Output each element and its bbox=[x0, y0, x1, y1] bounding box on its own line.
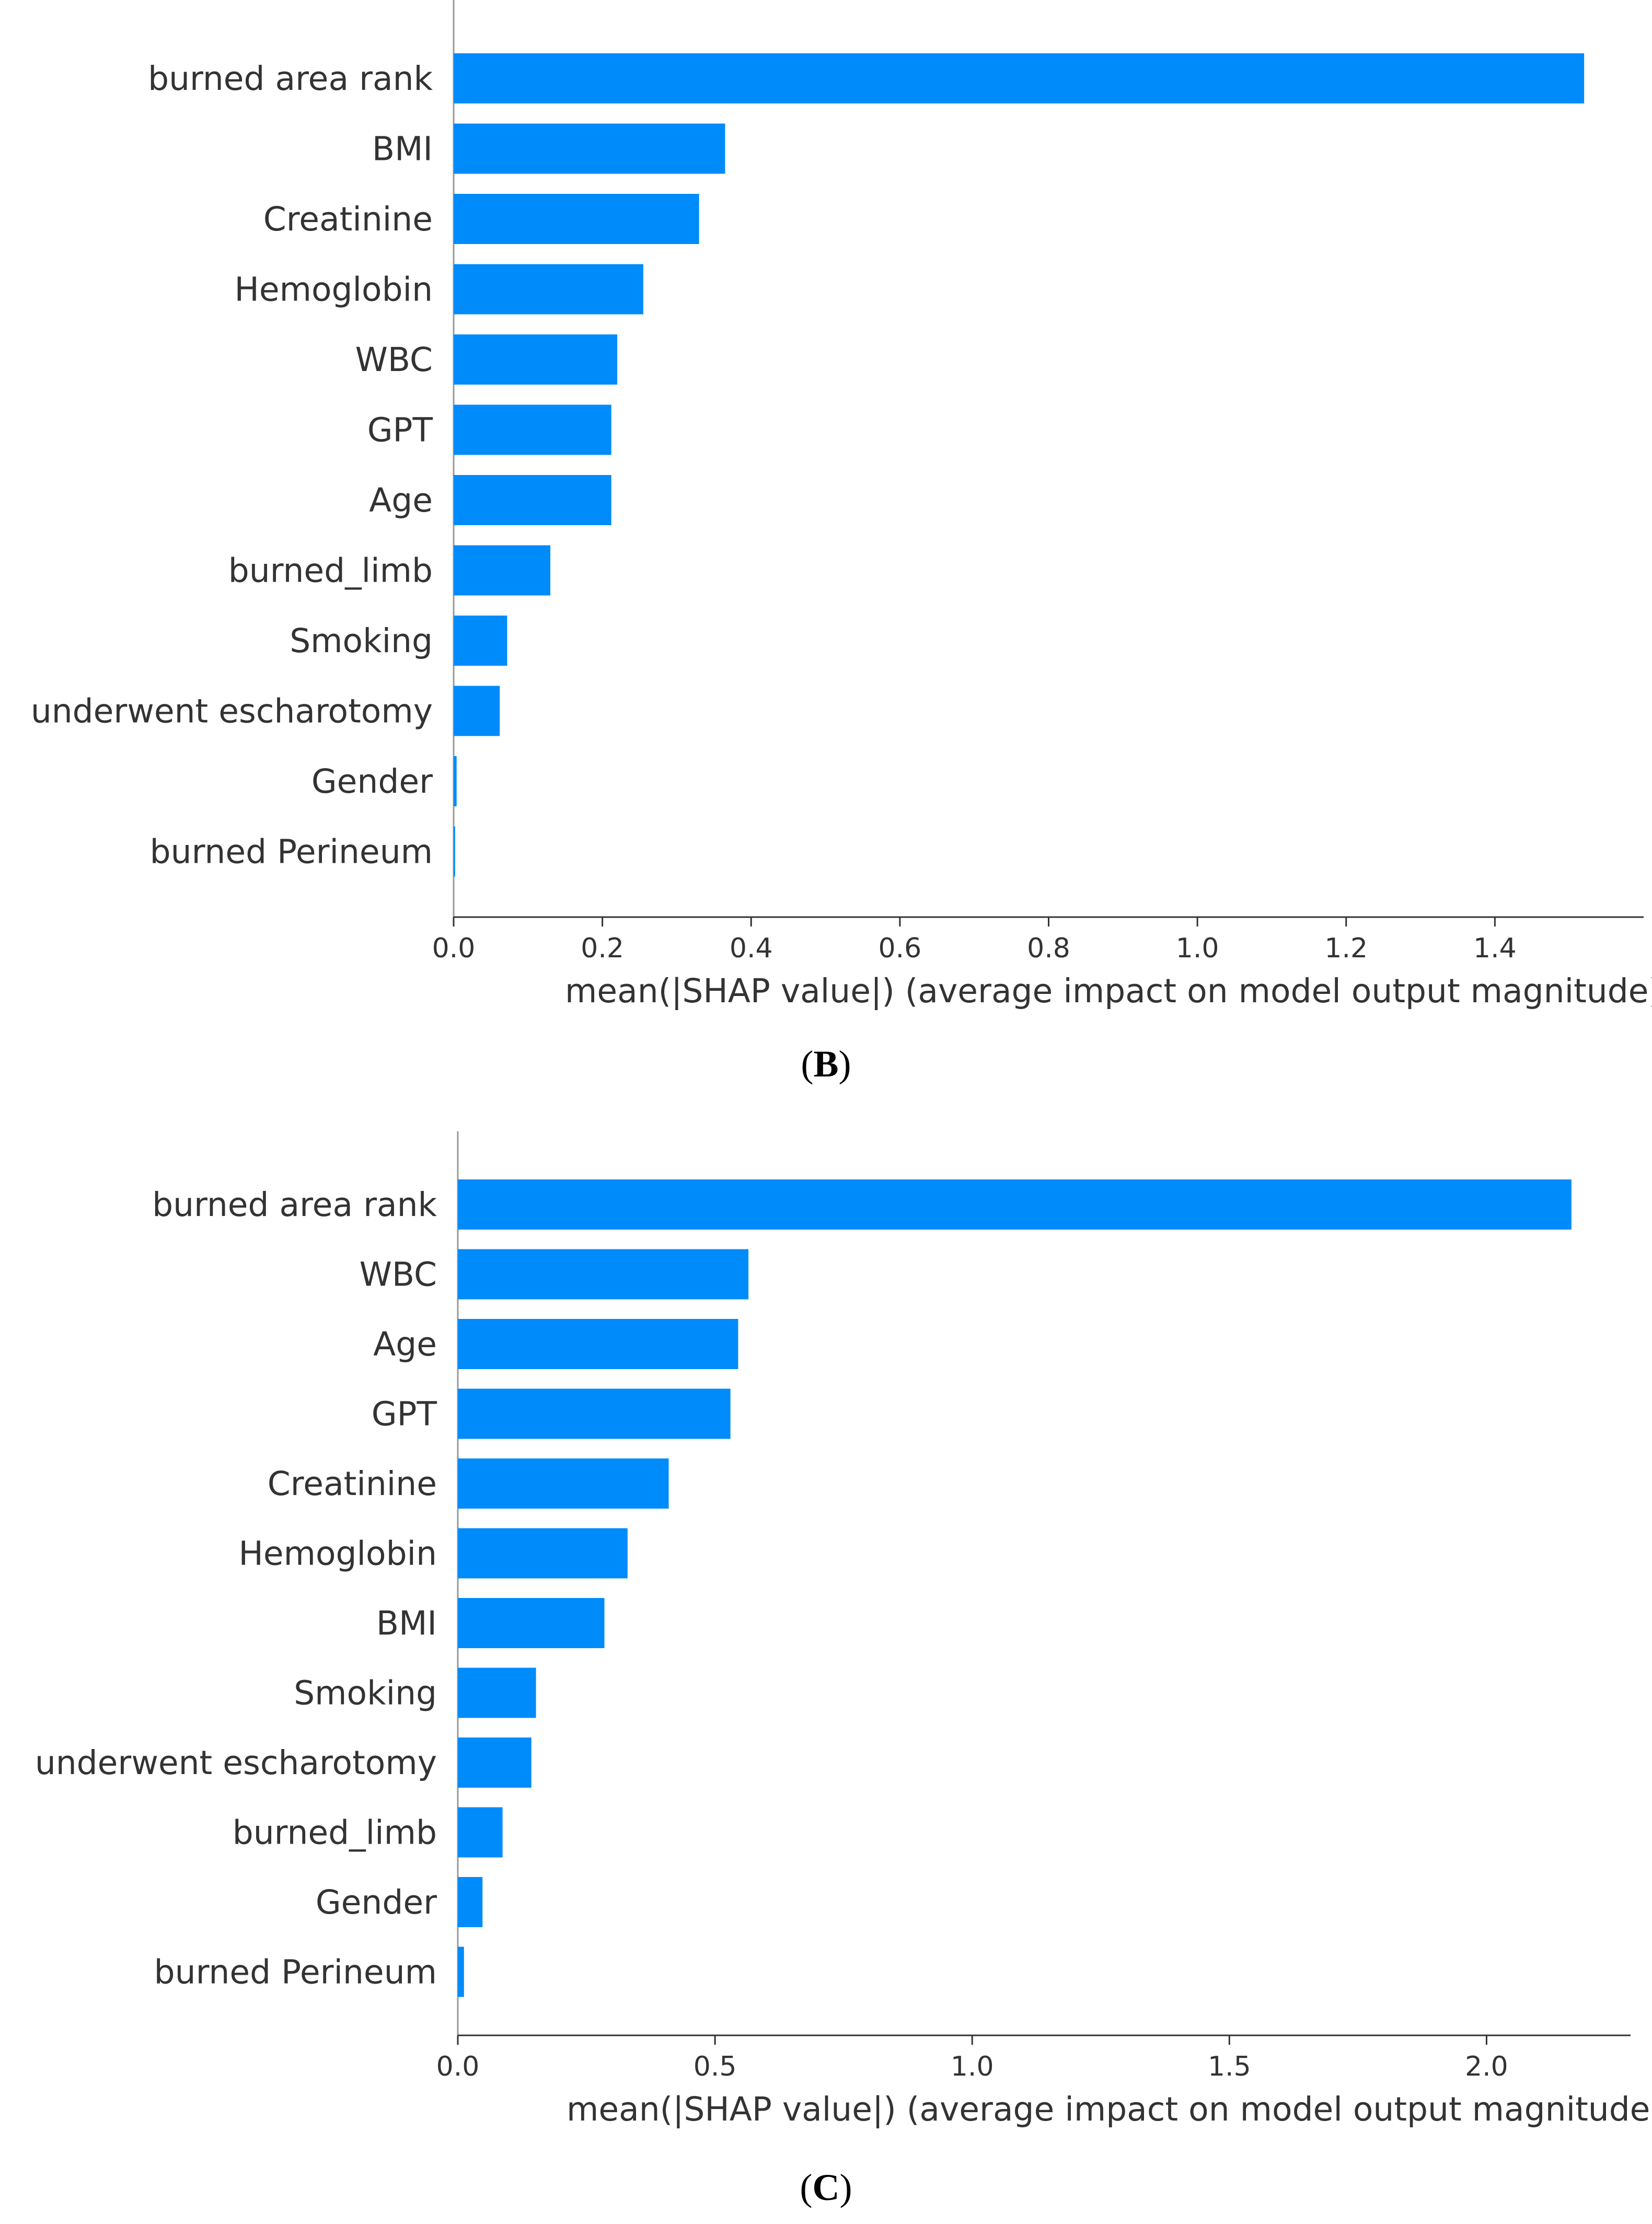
bar-b-10 bbox=[454, 756, 457, 806]
bar-c-8 bbox=[458, 1738, 532, 1788]
x-tick-label-b-1: 0.2 bbox=[581, 933, 624, 964]
bar-c-9 bbox=[458, 1807, 503, 1858]
bar-c-3 bbox=[458, 1388, 731, 1439]
category-label-b-9: underwent escharotomy bbox=[31, 692, 433, 731]
panel-label-b: (B) bbox=[801, 1043, 851, 1085]
bar-b-0 bbox=[454, 53, 1585, 103]
category-label-c-9: burned_limb bbox=[233, 1814, 437, 1852]
x-tick-label-b-6: 1.2 bbox=[1324, 933, 1368, 964]
x-tick-label-c-0: 0.0 bbox=[436, 2051, 480, 2082]
category-label-b-2: Creatinine bbox=[263, 200, 433, 238]
bar-c-1 bbox=[458, 1249, 749, 1300]
x-tick-label-c-4: 2.0 bbox=[1465, 2051, 1508, 2082]
category-label-b-0: burned area rank bbox=[148, 60, 433, 98]
category-label-c-1: WBC bbox=[360, 1256, 437, 1294]
category-label-b-4: WBC bbox=[355, 341, 433, 379]
category-label-c-3: GPT bbox=[372, 1395, 437, 1433]
category-label-b-11: burned Perineum bbox=[150, 833, 433, 871]
category-label-c-2: Age bbox=[373, 1325, 437, 1363]
x-tick-label-c-3: 1.5 bbox=[1208, 2051, 1251, 2082]
x-tick-label-b-3: 0.6 bbox=[879, 933, 922, 964]
category-label-c-11: burned Perineum bbox=[154, 1953, 437, 1991]
bar-b-3 bbox=[454, 264, 643, 315]
category-label-c-4: Creatinine bbox=[268, 1465, 437, 1503]
chart-panel-c: burned area rank WBC Age GPT Creatinine Hemog… bbox=[0, 1123, 1652, 2224]
x-axis-label-c: mean(|SHAP value|) (average impact on mo… bbox=[567, 2090, 1652, 2129]
x-tick-label-c-2: 1.0 bbox=[951, 2051, 994, 2082]
panel-label-c: (C) bbox=[800, 2167, 852, 2208]
bar-c-5 bbox=[458, 1528, 628, 1579]
bar-c-4 bbox=[458, 1458, 669, 1509]
bar-c-0 bbox=[458, 1179, 1572, 1230]
bar-b-8 bbox=[454, 616, 507, 666]
shap-bar-chart-b: burned area rank BMI Creatinine Hemoglobin W… bbox=[31, 0, 1652, 1011]
bar-b-6 bbox=[454, 475, 611, 525]
category-label-c-7: Smoking bbox=[294, 1674, 437, 1712]
category-label-b-5: GPT bbox=[367, 411, 433, 449]
bar-c-6 bbox=[458, 1598, 605, 1648]
category-label-b-1: BMI bbox=[372, 130, 433, 168]
bar-b-1 bbox=[454, 123, 725, 174]
category-label-c-10: Gender bbox=[316, 1883, 437, 1921]
x-tick-label-b-2: 0.4 bbox=[730, 933, 773, 964]
category-label-c-5: Hemoglobin bbox=[238, 1535, 437, 1573]
bar-c-10 bbox=[458, 1877, 483, 1927]
x-axis-label-b: mean(|SHAP value|) (average impact on mo… bbox=[565, 972, 1652, 1011]
x-tick-label-b-5: 1.0 bbox=[1176, 933, 1219, 964]
bar-b-11 bbox=[454, 826, 455, 877]
category-label-b-6: Age bbox=[369, 481, 433, 519]
category-label-c-0: burned area rank bbox=[152, 1186, 437, 1224]
category-label-b-8: Smoking bbox=[290, 622, 433, 660]
x-tick-label-b-7: 1.4 bbox=[1473, 933, 1517, 964]
bar-b-9 bbox=[454, 686, 500, 736]
category-label-b-3: Hemoglobin bbox=[234, 271, 433, 309]
bar-c-11 bbox=[458, 1947, 464, 1997]
bar-b-5 bbox=[454, 404, 611, 455]
x-tick-label-c-1: 0.5 bbox=[694, 2051, 737, 2082]
category-label-b-7: burned_limb bbox=[228, 552, 433, 590]
shap-bar-chart-c: burned area rank WBC Age GPT Creatinine Hemog… bbox=[35, 1131, 1652, 2129]
bar-b-7 bbox=[454, 545, 551, 596]
x-tick-label-b-4: 0.8 bbox=[1027, 933, 1070, 964]
category-label-c-8: underwent escharotomy bbox=[35, 1744, 437, 1782]
x-tick-label-b-0: 0.0 bbox=[432, 933, 476, 964]
bar-b-4 bbox=[454, 334, 618, 385]
category-label-b-10: Gender bbox=[311, 762, 433, 801]
category-label-c-6: BMI bbox=[376, 1604, 437, 1642]
chart-panel-b: burned area rank BMI Creatinine Hemoglobin W… bbox=[0, 0, 1652, 1097]
bar-b-2 bbox=[454, 194, 699, 244]
bar-c-7 bbox=[458, 1667, 536, 1718]
bar-c-2 bbox=[458, 1319, 738, 1369]
